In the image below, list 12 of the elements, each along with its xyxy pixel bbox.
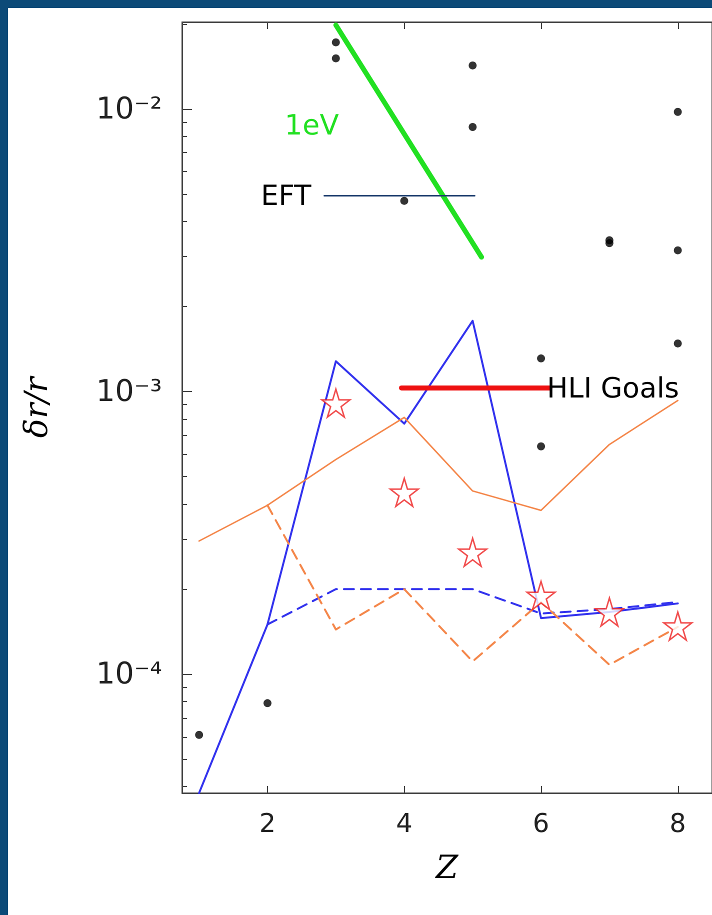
y-tick-label: 10⁻² <box>96 91 162 126</box>
y-tick-label: 10⁻⁴ <box>96 656 162 692</box>
x-tick-label: 2 <box>259 809 276 839</box>
y-axis-title: δr/r <box>17 375 55 438</box>
x-tick-label: 4 <box>396 809 413 839</box>
series-label: 1eV <box>284 108 339 142</box>
y-tick-label: 10⁻³ <box>96 374 162 410</box>
series-label: HLI Goals <box>546 371 680 404</box>
x-axis-title: Z <box>434 848 459 886</box>
x-tick-label: 6 <box>532 809 550 839</box>
series-label: EFT <box>260 179 312 212</box>
x-tick-label: 8 <box>670 809 686 839</box>
